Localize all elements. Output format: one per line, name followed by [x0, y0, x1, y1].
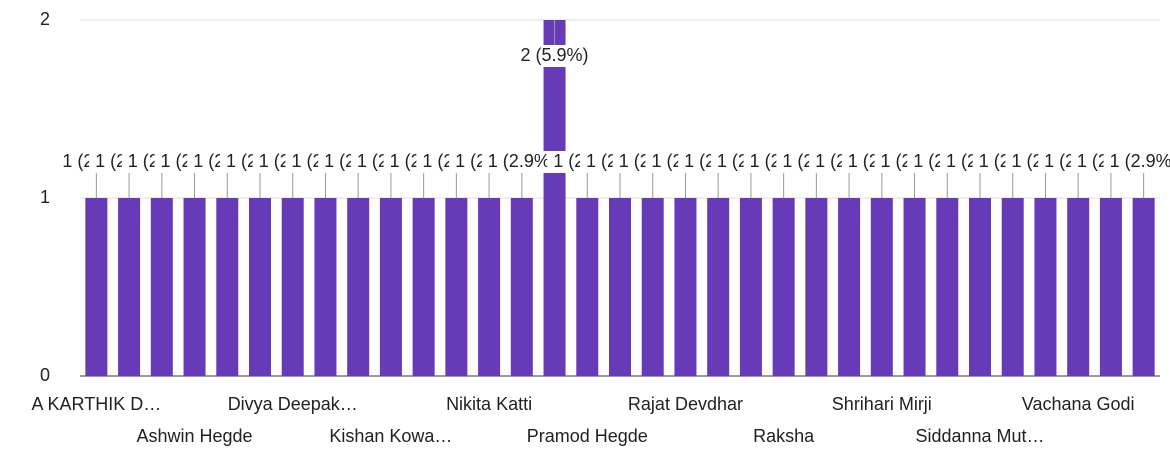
- bar: [216, 198, 239, 376]
- y-tick-label: 2: [40, 9, 50, 29]
- data-label: 2 (5.9%): [521, 45, 589, 65]
- bar: [412, 198, 435, 376]
- bar: [609, 198, 631, 376]
- bar: [936, 198, 959, 376]
- bar: [641, 198, 664, 376]
- bar: [969, 198, 991, 376]
- x-tick-label: Pramod Hegde: [527, 426, 648, 446]
- x-tick-label: Shrihari Mirji: [832, 394, 932, 414]
- bar: [118, 198, 141, 376]
- bar: [85, 198, 108, 376]
- bar: [281, 198, 304, 376]
- x-tick-label: Ashwin Hegde: [137, 426, 253, 446]
- bar: [1034, 198, 1057, 376]
- bar: [543, 20, 566, 376]
- bar: [838, 198, 861, 376]
- bar: [347, 198, 370, 376]
- bar: [1067, 198, 1090, 376]
- bar: [1132, 198, 1155, 376]
- y-tick-label: 0: [40, 365, 50, 385]
- bar: [510, 198, 533, 376]
- y-tick-label: 1: [40, 187, 50, 207]
- bar: [903, 198, 926, 376]
- bar: [576, 198, 599, 376]
- bar: [445, 198, 468, 376]
- x-tick-label: Raksha: [753, 426, 815, 446]
- bar: [150, 198, 173, 376]
- x-tick-label: Siddanna Mut…: [915, 426, 1044, 446]
- bar: [674, 198, 697, 376]
- label-bg: [514, 45, 595, 67]
- label-bg: [481, 151, 562, 173]
- bar: [772, 198, 795, 376]
- x-tick-label: Divya Deepak…: [228, 394, 358, 414]
- bar: [805, 198, 828, 376]
- bar: [249, 198, 271, 376]
- bar: [707, 198, 730, 376]
- bar: [478, 198, 501, 376]
- data-label: 1 (2.9%): [488, 151, 556, 171]
- x-tick-label: Nikita Katti: [446, 394, 532, 414]
- bar: [1001, 198, 1024, 376]
- x-tick-label: Kishan Kowa…: [329, 426, 452, 446]
- data-label: 1 (2.9%): [1110, 151, 1170, 171]
- label-bg: [1103, 151, 1170, 173]
- bar: [183, 198, 206, 376]
- bar: [870, 198, 893, 376]
- bar: [314, 198, 337, 376]
- x-tick-label: Rajat Devdhar: [628, 394, 743, 414]
- x-tick-label: Vachana Godi: [1022, 394, 1135, 414]
- bar: [1099, 198, 1122, 376]
- bar: [379, 198, 402, 376]
- bar: [739, 198, 762, 376]
- x-tick-label: A KARTHIK D…: [32, 394, 162, 414]
